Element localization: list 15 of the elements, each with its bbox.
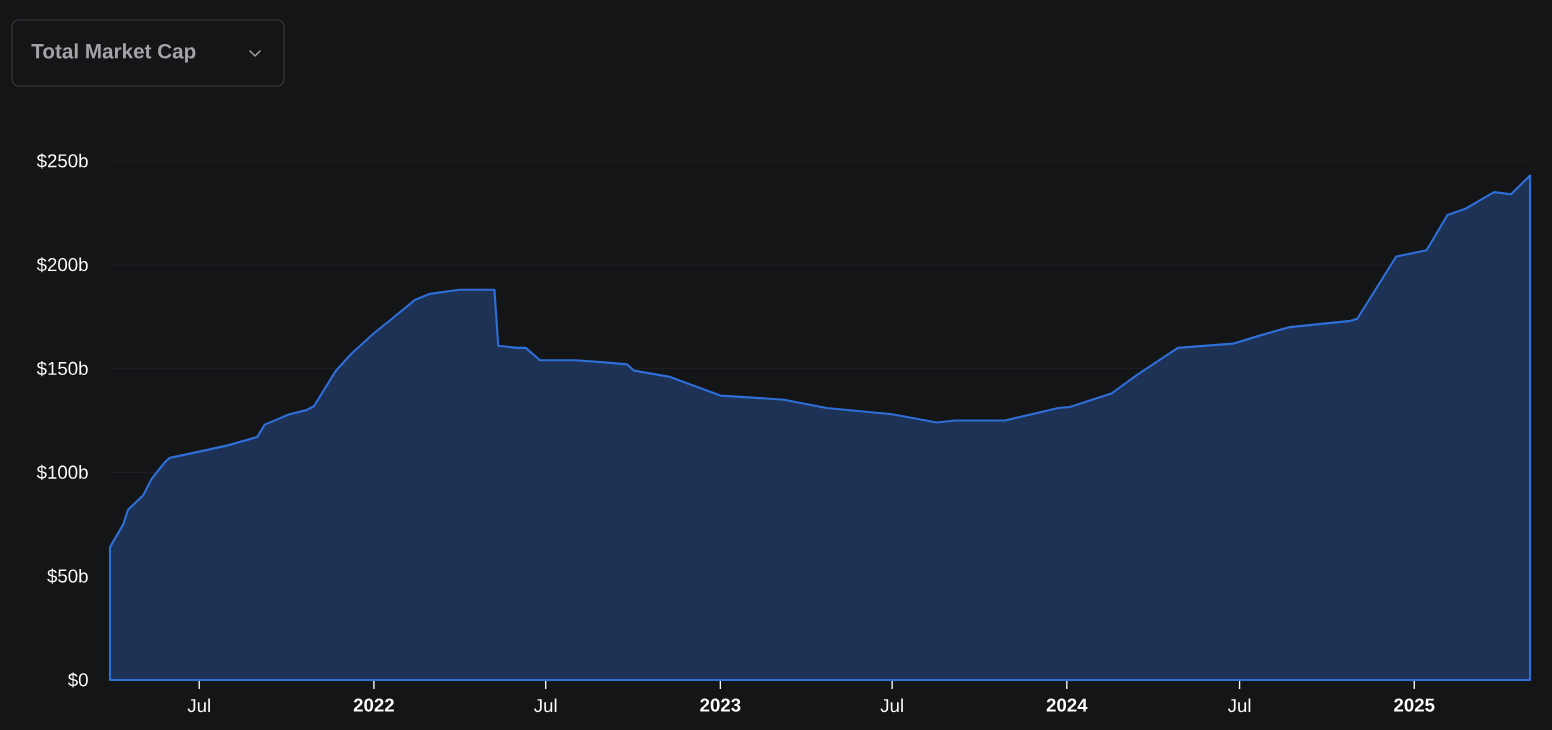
x-tick-label: 2023 <box>700 698 741 712</box>
y-tick-label: $50b <box>47 568 88 584</box>
x-tick-label: 2025 <box>1394 698 1435 712</box>
y-tick-label: $100b <box>36 464 88 480</box>
y-tick-label: $250b <box>36 153 88 169</box>
y-tick-label: $150b <box>36 361 88 377</box>
y-tick-label: $200b <box>36 257 88 273</box>
x-tick-label: Jul <box>1227 698 1251 713</box>
x-tick-label: Jul <box>534 698 557 713</box>
x-tick-label: Jul <box>880 698 903 713</box>
x-tick-label: 2022 <box>353 698 394 712</box>
x-tick-label: 2024 <box>1046 698 1088 712</box>
chart-title: Total Market Cap <box>31 43 196 63</box>
x-tick-label: Jul <box>187 698 210 713</box>
y-tick-label: $0 <box>67 672 88 688</box>
